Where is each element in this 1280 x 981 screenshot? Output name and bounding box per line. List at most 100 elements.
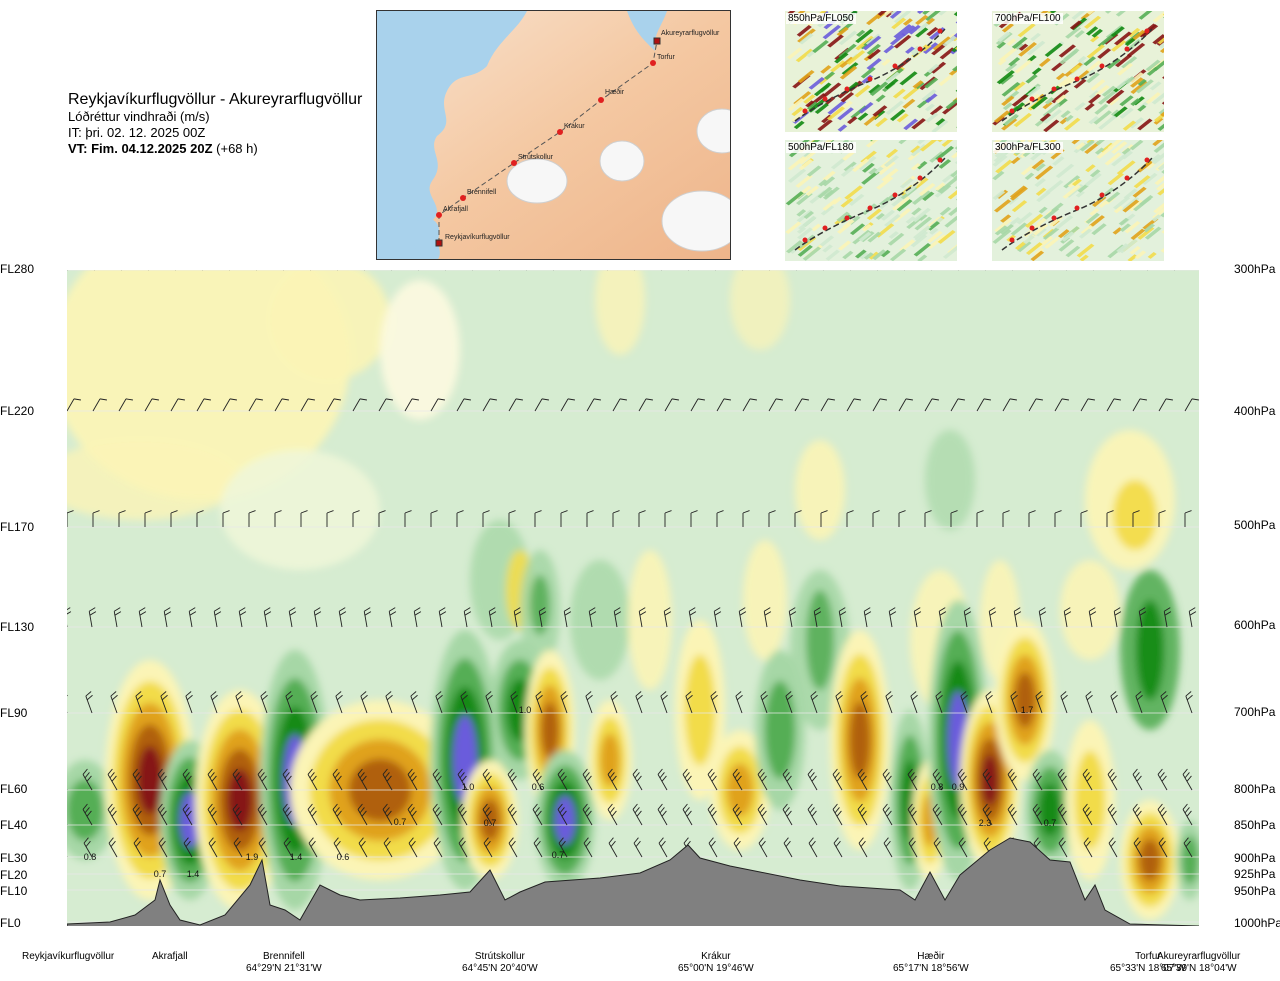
- wind-barb: [982, 803, 993, 826]
- wind-barb: [382, 803, 393, 826]
- wind-barb: [88, 607, 97, 628]
- glacier-2: [599, 140, 645, 182]
- wind-barb: [1010, 691, 1018, 714]
- wind-barb: [558, 837, 568, 858]
- sea-west: [377, 11, 527, 259]
- wind-barb: [608, 837, 618, 858]
- wind-barb: [388, 607, 397, 628]
- wind-barb: [690, 510, 698, 527]
- wind-barb: [456, 510, 464, 527]
- wind-barb: [924, 398, 939, 412]
- wind-barb: [507, 803, 518, 826]
- wind-barb: [863, 607, 872, 628]
- wind-barb: [235, 691, 243, 714]
- wind-barb: [1085, 691, 1093, 714]
- station-label: Hæðir 65°17'N 18°56'W: [893, 951, 969, 974]
- wind-barb: [232, 803, 243, 826]
- valid-time: VT: Fim. 04.12.2025 20Z (+68 h): [68, 141, 378, 157]
- wind-barb: [357, 803, 368, 826]
- wind-barb: [338, 607, 347, 628]
- wind-barb: [835, 691, 843, 714]
- bay-south: [413, 218, 440, 255]
- wind-barb: [1083, 837, 1093, 858]
- wind-barb: [482, 398, 497, 412]
- issue-time: IT: þri. 02. 12. 2025 00Z: [68, 125, 206, 140]
- right-level-1: 400hPa: [1234, 404, 1276, 418]
- right-level-10: 1000hPa: [1234, 916, 1280, 930]
- wind-barb: [410, 691, 418, 714]
- wind-barb: [585, 691, 593, 714]
- wind-barb: [588, 607, 597, 628]
- wind-barb: [733, 837, 743, 858]
- wind-barb: [82, 803, 93, 826]
- wind-barb: [713, 607, 722, 628]
- wind-barb: [932, 768, 943, 791]
- wind-barb: [488, 607, 497, 628]
- value-label: 0.6: [532, 782, 545, 792]
- left-level-4: FL90: [0, 706, 28, 720]
- mini-map-700: 700hPa/FL100: [992, 11, 1164, 132]
- wind-barb: [1132, 803, 1143, 826]
- wind-barb: [132, 803, 143, 826]
- wind-barb: [846, 398, 861, 412]
- wind-barb: [456, 398, 471, 412]
- right-level-5: 800hPa: [1234, 782, 1276, 796]
- wind-barb: [931, 270, 932, 271]
- wind-barb: [738, 607, 747, 628]
- wind-barb: [533, 837, 543, 858]
- chart-header: Reykjavíkurflugvöllur - Akureyrarflugvöl…: [68, 90, 378, 157]
- wind-barb: [1002, 510, 1010, 527]
- wind-barb: [688, 607, 697, 628]
- station-label: Torfur 65°33'N 18°07'W: [1110, 951, 1186, 974]
- wind-barb: [133, 837, 143, 858]
- wind-barb: [1054, 510, 1062, 527]
- wind-barb: [457, 768, 468, 791]
- wind-barb: [907, 768, 918, 791]
- wind-barb: [213, 607, 222, 628]
- wind-barb: [508, 398, 523, 412]
- wind-barb: [638, 398, 653, 412]
- wind-barb: [482, 768, 493, 791]
- mini-map-700-svg: [992, 11, 1164, 132]
- wind-barb: [910, 691, 918, 714]
- left-level-7: FL30: [0, 851, 28, 865]
- wind-barb: [1132, 510, 1140, 527]
- fjord-north: [627, 11, 667, 51]
- wind-barb: [385, 691, 393, 714]
- wind-barb: [107, 768, 118, 791]
- wind-barb: [1188, 607, 1197, 628]
- mini-map-500-svg: [785, 140, 957, 261]
- wind-barb: [735, 691, 743, 714]
- wind-barb: [113, 607, 122, 628]
- wind-barb: [794, 398, 809, 412]
- left-level-5: FL60: [0, 782, 28, 796]
- wind-barb: [391, 270, 392, 271]
- wind-barb: [358, 837, 368, 858]
- route-title: Reykjavíkurflugvöllur - Akureyrarflugvöl…: [68, 91, 363, 108]
- wind-barb: [757, 803, 768, 826]
- wind-barb: [210, 691, 218, 714]
- wind-barb: [612, 510, 620, 527]
- wind-barb: [560, 510, 568, 527]
- wind-barb: [1054, 398, 1069, 412]
- right-level-8: 925hPa: [1234, 867, 1276, 881]
- wind-barb: [613, 607, 622, 628]
- wind-barb: [445, 270, 446, 271]
- wind-barb: [560, 691, 568, 714]
- wind-barb: [260, 691, 268, 714]
- wind-barb: [960, 691, 968, 714]
- wind-barb: [957, 803, 968, 826]
- mini-map-700-label: 700hPa/FL100: [993, 13, 1063, 24]
- wind-barb: [363, 607, 372, 628]
- wind-barb: [1063, 607, 1072, 628]
- wind-barb: [657, 803, 668, 826]
- wind-barb: [1082, 803, 1093, 826]
- wind-barb: [144, 398, 159, 412]
- route-point: [460, 195, 466, 201]
- wind-barb: [1057, 803, 1068, 826]
- wind-barb: [820, 510, 828, 527]
- wind-barb: [635, 691, 643, 714]
- wind-barb: [333, 837, 343, 858]
- wind-barb: [785, 691, 793, 714]
- wind-barb: [1185, 691, 1193, 714]
